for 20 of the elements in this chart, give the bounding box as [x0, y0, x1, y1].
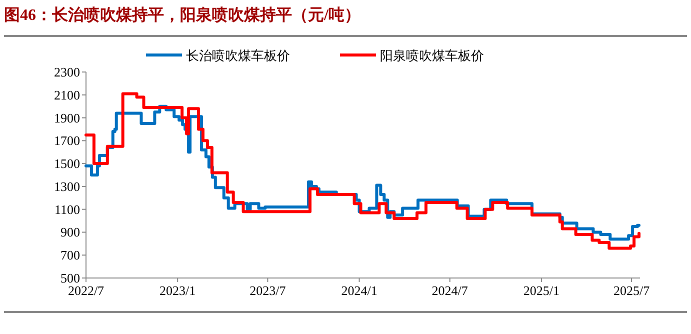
legend-label: 长治喷吹煤车板价: [186, 49, 290, 64]
y-tick-label: 2300: [54, 64, 80, 80]
y-tick-label: 500: [60, 270, 80, 286]
chart-title: 图46：长治喷吹煤持平，阳泉喷吹煤持平（元/吨）: [4, 6, 360, 24]
x-tick-label: 2024/1: [341, 283, 378, 298]
y-tick-label: 1900: [54, 110, 80, 126]
x-tick-label: 2022/7: [68, 283, 105, 298]
y-tick-label: 1500: [54, 156, 80, 172]
y-tick-label: 1700: [54, 133, 80, 148]
y-tick-label: 1300: [54, 178, 80, 194]
y-tick-label: 1100: [54, 202, 80, 217]
x-tick-label: 2023/1: [160, 283, 196, 298]
y-tick-label: 2100: [54, 87, 80, 102]
legend-label: 阳泉喷吹煤车板价: [380, 49, 484, 64]
y-tick-label: 700: [60, 248, 80, 263]
x-tick-label: 2025/7: [613, 283, 650, 298]
x-tick-label: 2025/1: [523, 283, 560, 298]
y-tick-label: 900: [60, 224, 80, 240]
x-tick-label: 2024/7: [432, 283, 468, 298]
x-tick-label: 2023/7: [250, 283, 286, 298]
